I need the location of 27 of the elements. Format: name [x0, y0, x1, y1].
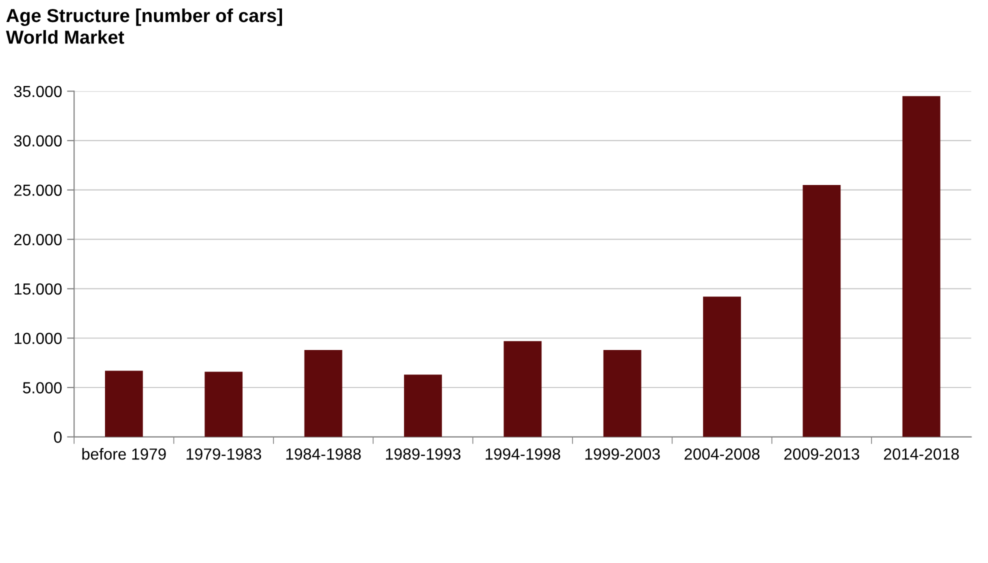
y-tick-label: 35.000 [14, 86, 62, 98]
y-tick-label: 5.000 [22, 382, 62, 394]
y-tick-label: 15.000 [14, 283, 62, 295]
bar [504, 341, 542, 437]
bar [603, 350, 642, 437]
bar [902, 96, 940, 437]
x-tick-label: 1984-1988 [286, 448, 361, 460]
bar [703, 296, 741, 437]
x-tick-label: 1994-1998 [486, 448, 560, 460]
bar [802, 185, 841, 437]
bar [204, 372, 243, 437]
y-tick-label: 30.000 [14, 135, 62, 147]
y-tick-label: 10.000 [14, 332, 62, 344]
x-tick-label: 1999-2003 [585, 448, 660, 460]
y-tick-label: 0 [54, 432, 62, 443]
y-tick-label: 25.000 [14, 184, 62, 196]
x-tick-label: 2004-2008 [684, 448, 760, 460]
bar [404, 374, 442, 437]
bar [105, 370, 143, 437]
x-tick-label: 2009-2013 [784, 448, 860, 460]
x-tick-label: 1989-1993 [386, 448, 460, 460]
chart-title: Age Structure [number of cars] World Market [6, 8, 282, 44]
x-tick-label: 1979-1983 [186, 448, 262, 460]
x-tick-label: 2014-2018 [884, 448, 959, 460]
x-tick-label: before 1979 [82, 448, 166, 460]
y-tick-label: 20.000 [14, 234, 62, 246]
bar [304, 350, 342, 437]
